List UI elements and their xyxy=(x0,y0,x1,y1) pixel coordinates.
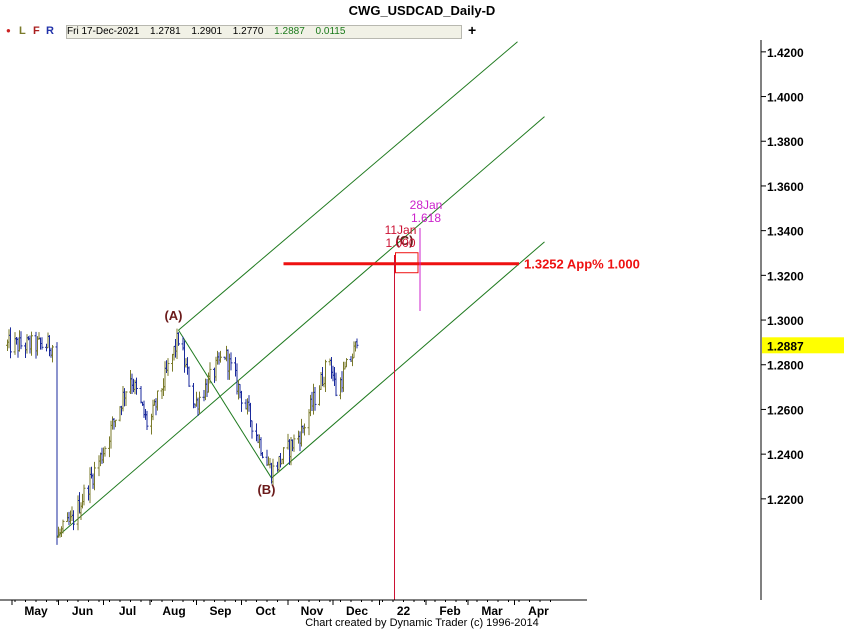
ohlc-date: Fri 17-Dec-2021 xyxy=(67,26,140,37)
x-tick-label: Jun xyxy=(72,604,93,618)
y-tick-label: 1.4000 xyxy=(767,91,804,105)
f-button[interactable]: F xyxy=(33,25,40,37)
time-projection-date: 28Jan xyxy=(410,198,443,212)
ohlc-bar xyxy=(72,510,75,531)
price-projection-label: 1.3252 App% 1.000 xyxy=(524,257,640,272)
ohlc-bar xyxy=(166,358,170,376)
bullet-icon[interactable]: ● xyxy=(6,26,11,35)
last-price-label: 1.2887 xyxy=(767,339,804,353)
ohlc-bar xyxy=(355,338,359,349)
time-projection-date: 11Jan xyxy=(385,223,417,237)
x-tick-label: Aug xyxy=(162,604,185,618)
ohlc-bar xyxy=(261,452,264,459)
ohlc-bar xyxy=(198,391,201,415)
ohlc-bar xyxy=(324,359,327,393)
y-tick-label: 1.2200 xyxy=(767,493,804,507)
x-tick-label: Apr xyxy=(528,604,549,618)
channel-lines xyxy=(56,41,545,538)
ohlc-bar xyxy=(229,352,233,371)
ohlc-bar xyxy=(282,447,285,465)
ohlc-bar xyxy=(303,423,306,436)
ohlc-open: 1.2781 xyxy=(150,26,181,37)
ohlc-bar xyxy=(156,390,159,411)
chart-credit: Chart created by Dynamic Trader (c) 1996… xyxy=(305,617,539,629)
channel-middle-line xyxy=(56,116,545,538)
x-tick-label: Jul xyxy=(119,604,136,618)
ohlc-bar xyxy=(82,484,86,506)
x-tick-label: Nov xyxy=(301,604,324,618)
y-tick-label: 1.2400 xyxy=(767,448,804,462)
ohlc-low: 1.2770 xyxy=(232,26,264,37)
y-tick-label: 1.3200 xyxy=(767,269,804,283)
ohlc-bar xyxy=(9,327,12,359)
r-button[interactable]: R xyxy=(46,25,54,37)
time-projection-ratio: 1.618 xyxy=(411,211,441,225)
ohlc-bar xyxy=(292,434,296,452)
ohlc-bar xyxy=(139,386,143,404)
ohlc-bar xyxy=(271,458,275,488)
ohlc-bar xyxy=(114,419,117,428)
l-button[interactable]: L xyxy=(19,25,26,37)
price-bars xyxy=(6,327,359,545)
wave-label: (C) xyxy=(395,233,413,248)
ohlc-bar xyxy=(30,331,33,356)
time-projection-ratio: 1.000 xyxy=(385,236,415,250)
ohlc-readout: Fri 17-Dec-2021 1.2781 1.2901 1.2770 1.2… xyxy=(66,25,462,39)
y-tick-label: 1.2800 xyxy=(767,359,804,373)
x-tick-label: Sep xyxy=(209,604,231,618)
chart-toolbar: ● L F R Fri 17-Dec-2021 1.2781 1.2901 1.… xyxy=(0,22,844,39)
ohlc-bar xyxy=(240,390,243,412)
ohlc-bar xyxy=(103,446,107,457)
x-tick-label: Mar xyxy=(481,604,503,618)
ohlc-bar xyxy=(40,337,44,350)
x-tick-label: Dec xyxy=(346,604,368,618)
x-tick-label: May xyxy=(24,604,48,618)
ohlc-bar xyxy=(345,358,348,368)
ohlc-change: 0.0115 xyxy=(315,26,346,37)
ohlc-bar xyxy=(19,331,23,350)
wave-label: (A) xyxy=(164,308,182,323)
y-tick-label: 1.3600 xyxy=(767,180,804,194)
ohlc-bar xyxy=(334,372,338,397)
ohlc-close: 1.2887 xyxy=(274,26,305,37)
ohlc-high: 1.2901 xyxy=(191,26,223,37)
ohlc-bar xyxy=(250,420,254,439)
last-price-badge xyxy=(762,337,844,354)
ohlc-bar xyxy=(135,377,138,395)
target-box xyxy=(395,252,419,274)
ohlc-bar xyxy=(177,332,180,346)
ohlc-bar xyxy=(313,387,317,411)
ohlc-bar xyxy=(124,391,128,406)
x-tick-label: 22 xyxy=(397,604,411,618)
ohlc-bar xyxy=(145,410,149,431)
wave-label: (B) xyxy=(257,482,275,497)
y-tick-label: 1.3800 xyxy=(767,135,804,149)
ohlc-bar xyxy=(55,342,59,545)
ohlc-bar xyxy=(219,350,222,363)
add-icon[interactable]: + xyxy=(468,22,477,38)
channel-upper-line xyxy=(178,41,518,331)
swing-line-a-b xyxy=(178,329,272,479)
y-tick-label: 1.3400 xyxy=(767,225,804,239)
ohlc-bar xyxy=(51,345,54,363)
chart-title: CWG_USDCAD_Daily-D xyxy=(348,3,496,18)
ohlc-bar xyxy=(187,366,191,387)
channel-lower-line xyxy=(271,241,545,479)
y-tick-label: 1.3000 xyxy=(767,314,804,328)
ohlc-bar xyxy=(61,519,65,534)
x-tick-label: Oct xyxy=(255,604,275,618)
x-tick-label: Feb xyxy=(439,604,460,618)
ohlc-bar xyxy=(208,362,212,384)
ohlc-bar xyxy=(93,461,96,491)
y-tick-label: 1.4200 xyxy=(767,46,804,60)
y-tick-label: 1.2600 xyxy=(767,403,804,417)
axes: 1.4200 1.4000 1.3800 1.3600 1.3400 1.3200 1.30… xyxy=(0,40,844,618)
